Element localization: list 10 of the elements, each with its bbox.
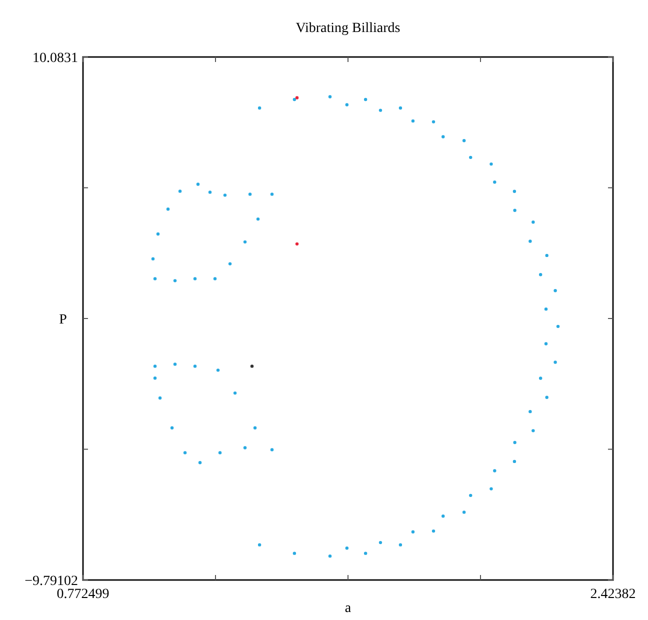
y-axis-title: P [59,312,68,328]
y-tick-label: −9.79102 [24,574,78,589]
x-tick-label: 2.42382 [590,587,636,602]
point [295,242,299,246]
point [250,364,254,368]
chart-title: Vibrating Billiards [296,21,400,36]
x-axis-title: a [344,601,352,616]
x-tick-label: 0.772499 [56,587,110,602]
y-tick-label: 10.0831 [32,50,78,66]
point [295,96,299,100]
